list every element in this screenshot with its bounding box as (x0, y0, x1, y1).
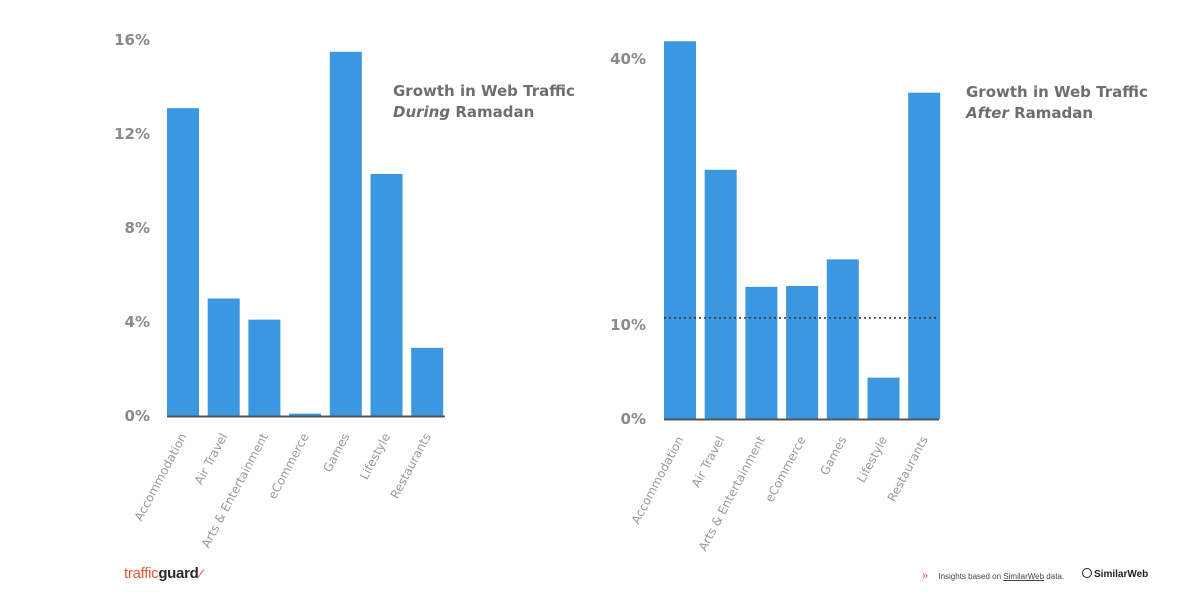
chart2-subtitle: After Ramadan (965, 104, 1093, 122)
chart2-y-tick-label: 40% (610, 50, 646, 68)
chart1-category-label: Lifestyle (357, 431, 393, 482)
chevron-icon: » (922, 570, 929, 582)
chart1-category-label: Air Travel (192, 431, 231, 487)
chart2-bar (745, 286, 778, 419)
chart2-category-label: Accommodation (629, 434, 687, 526)
chart1-bar (289, 413, 322, 416)
brand-mark-icon: ⁄ (199, 567, 202, 581)
chart1-bar (167, 108, 199, 417)
trafficguard-logo: trafficguard⁄ (124, 565, 201, 582)
chart1-title: Growth in Web Traffic (393, 82, 575, 100)
chart2-category-label: Games (817, 434, 849, 478)
chart1-category-label: Restaurants (388, 431, 434, 501)
chart1-bar (370, 173, 403, 416)
chart2-bar (664, 41, 696, 420)
chart2-bar (867, 377, 900, 419)
chart2-category-label: Lifestyle (854, 434, 890, 485)
chart1-bar (207, 298, 240, 416)
chart1-bar (329, 51, 362, 416)
chart2-category-label: eCommerce (762, 434, 808, 505)
chart2-title-suffix: Ramadan (1014, 104, 1093, 122)
similarweb-logo-text: SimilarWeb (1094, 569, 1149, 580)
chart2-y-tick-label: 0% (621, 410, 646, 428)
chart1-y-tick-label: 12% (114, 125, 150, 143)
chart2-bar (704, 169, 737, 419)
brand-part2: guard (158, 565, 199, 582)
chart1-category-label: eCommerce (265, 431, 311, 502)
data-credit: » Insights based on SimilarWeb data. (922, 570, 1064, 582)
chart2-bar (786, 285, 819, 419)
chart1-title-suffix: Ramadan (455, 103, 534, 121)
chart1-category-label: Games (320, 431, 352, 475)
chart1-bar (411, 347, 444, 416)
similarweb-icon (1082, 568, 1092, 578)
brand-part1: traffic (124, 565, 159, 582)
credit-prefix: Insights based on (938, 572, 1002, 581)
chart1-title-emphasis: During (393, 103, 455, 121)
chart2-bar (826, 259, 859, 419)
chart1-y-tick-label: 0% (125, 407, 150, 425)
chart2-bar (908, 92, 941, 420)
similarweb-logo: SimilarWeb (1082, 568, 1148, 580)
chart1-bar (248, 319, 281, 416)
chart1-y-tick-label: 8% (125, 219, 150, 237)
chart2-y-tick-label: 10% (610, 316, 646, 334)
chart1-y-tick-label: 16% (114, 31, 150, 49)
chart1-category-label: Accommodation (132, 431, 190, 523)
chart1-subtitle: During Ramadan (393, 103, 534, 121)
credit-suffix: data. (1046, 572, 1065, 581)
chart2-category-label: Restaurants (885, 434, 931, 504)
chart2-title-emphasis: After (965, 104, 1014, 122)
chart1-y-tick-label: 4% (125, 313, 150, 331)
chart2-category-label: Air Travel (689, 434, 728, 490)
chart2-title: Growth in Web Traffic (966, 83, 1148, 101)
credit-link[interactable]: SimilarWeb (1003, 572, 1045, 581)
